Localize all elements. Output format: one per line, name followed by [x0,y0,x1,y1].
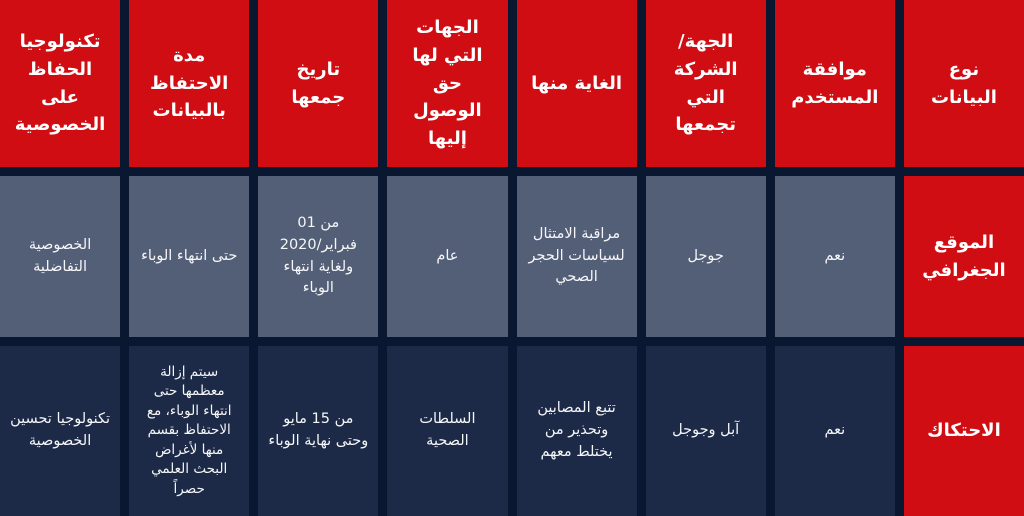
row-header-geolocation: الموقع الجغرافي [903,176,1024,337]
cell-geolocation-retention: حتى انتهاء الوباء [129,176,250,337]
cell-contact-purpose: تتبع المصابين وتحذير من يختلط معهم [516,346,637,516]
header-privacy-technology: تكنولوجيا الحفاظ على الخصوصية [0,0,121,167]
cell-contact-date: من 15 مايو وحتى نهاية الوباء [258,346,379,516]
header-access-entities: الجهات التي لها حق الوصول إليها [387,0,508,167]
cell-geolocation-consent: نعم [774,176,895,337]
header-collection-date: تاريخ جمعها [258,0,379,167]
cell-contact-retention: سيتم إزالة معظمها حتى انتهاء الوباء، مع … [129,346,250,516]
cell-contact-access: السلطات الصحية [387,346,508,516]
cell-contact-company: آبل وجوجل [645,346,766,516]
cell-contact-technology: تكنولوجيا تحسين الخصوصية [0,346,121,516]
cell-geolocation-purpose: مراقبة الامتثال لسياسات الحجر الصحي [516,176,637,337]
cell-geolocation-company: جوجل [645,176,766,337]
cell-contact-consent: نعم [774,346,895,516]
cell-geolocation-date: من 01 فبراير/2020 ولغاية انتهاء الوباء [258,176,379,337]
header-collecting-company: الجهة/ الشركة التي تجمعها [645,0,766,167]
header-retention-period: مدة الاحتفاظ بالبيانات [129,0,250,167]
header-purpose: الغاية منها [516,0,637,167]
header-data-type: نوع البيانات [903,0,1024,167]
cell-geolocation-access: عام [387,176,508,337]
cell-geolocation-technology: الخصوصية التفاضلية [0,176,121,337]
header-user-consent: موافقة المستخدم [774,0,895,167]
row-header-contact: الاحتكاك [903,346,1024,516]
